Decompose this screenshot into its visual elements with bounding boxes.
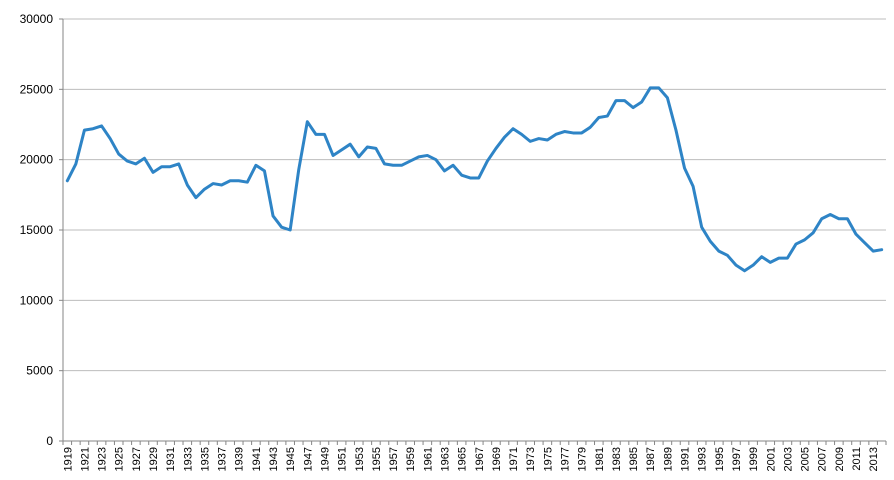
- x-tick-label-1923: 1923: [97, 447, 109, 471]
- x-tick-label-2011: 2011: [851, 447, 863, 471]
- x-tick-label-2003: 2003: [782, 447, 794, 471]
- series-layer: [65, 86, 884, 273]
- x-tick-label-2007: 2007: [817, 447, 829, 471]
- x-tick-label-1963: 1963: [439, 447, 451, 471]
- x-tick-label-1967: 1967: [474, 447, 486, 471]
- x-tick-label-2001: 2001: [765, 447, 777, 471]
- y-tick-label-30000: 30000: [20, 12, 54, 26]
- x-tick-label-2005: 2005: [800, 447, 812, 471]
- x-tick-label-1931: 1931: [165, 447, 177, 471]
- x-tick-label-1961: 1961: [422, 447, 434, 471]
- series-line-0: [65, 86, 884, 273]
- x-tick-label-1991: 1991: [680, 447, 692, 471]
- x-tick-label-1995: 1995: [714, 447, 726, 471]
- y-tick-label-10000: 10000: [20, 293, 54, 307]
- x-tick-label-1921: 1921: [79, 447, 91, 471]
- x-tick-label-1957: 1957: [388, 447, 400, 471]
- y-tick-label-25000: 25000: [20, 82, 54, 96]
- x-tick-label-1975: 1975: [542, 447, 554, 471]
- x-tick-label-1943: 1943: [268, 447, 280, 471]
- x-tick-label-1965: 1965: [457, 447, 469, 471]
- x-tick-label-1955: 1955: [371, 447, 383, 471]
- y-tick-label-5000: 5000: [26, 364, 53, 378]
- x-tick-label-1989: 1989: [662, 447, 674, 471]
- x-tick-label-1999: 1999: [748, 447, 760, 471]
- x-tick-label-1977: 1977: [560, 447, 572, 471]
- x-tick-label-1987: 1987: [645, 447, 657, 471]
- x-tick-label-1927: 1927: [131, 447, 143, 471]
- x-tick-label-1983: 1983: [611, 447, 623, 471]
- gridlines: [63, 18, 886, 372]
- x-tick-label-1985: 1985: [628, 447, 640, 471]
- x-tick-label-1953: 1953: [354, 447, 366, 471]
- x-tick-label-1939: 1939: [234, 447, 246, 471]
- x-tick-label-1951: 1951: [337, 447, 349, 471]
- x-tick-label-1945: 1945: [285, 447, 297, 471]
- x-tick-label-1973: 1973: [525, 447, 537, 471]
- x-tick-label-1949: 1949: [319, 447, 331, 471]
- x-tick-label-1929: 1929: [148, 447, 160, 471]
- x-tick-label-1947: 1947: [302, 447, 314, 471]
- x-tick-label-1937: 1937: [217, 447, 229, 471]
- y-axis-tick-labels: 0 5000 10000 15000 20000 25000 30000: [20, 12, 63, 448]
- x-tick-label-1935: 1935: [199, 447, 211, 471]
- x-tick-label-1979: 1979: [577, 447, 589, 471]
- x-tick-label-2009: 2009: [834, 447, 846, 471]
- y-tick-label-0: 0: [46, 434, 53, 448]
- x-tick-label-1971: 1971: [508, 447, 520, 471]
- x-tick-label-1981: 1981: [594, 447, 606, 471]
- y-tick-label-20000: 20000: [20, 153, 54, 167]
- x-axis-ticks: [62, 441, 887, 445]
- x-tick-label-1919: 1919: [62, 447, 74, 471]
- x-tick-label-1941: 1941: [251, 447, 263, 471]
- x-tick-label-1993: 1993: [697, 447, 709, 471]
- x-tick-label-1969: 1969: [491, 447, 503, 471]
- x-tick-label-2013: 2013: [868, 447, 880, 471]
- x-tick-label-1925: 1925: [114, 447, 126, 471]
- y-tick-label-15000: 15000: [20, 223, 54, 237]
- x-tick-label-1933: 1933: [182, 447, 194, 471]
- x-tick-label-1959: 1959: [405, 447, 417, 471]
- x-tick-label-1997: 1997: [731, 447, 743, 471]
- x-axis-tick-labels: 1919 1921 1923 1925 1927 1929 1931 1933 1935 1937…: [62, 447, 880, 471]
